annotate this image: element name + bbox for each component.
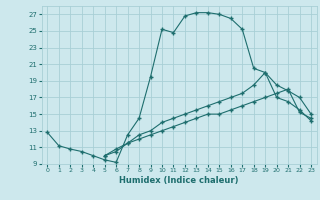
X-axis label: Humidex (Indice chaleur): Humidex (Indice chaleur) <box>119 176 239 185</box>
